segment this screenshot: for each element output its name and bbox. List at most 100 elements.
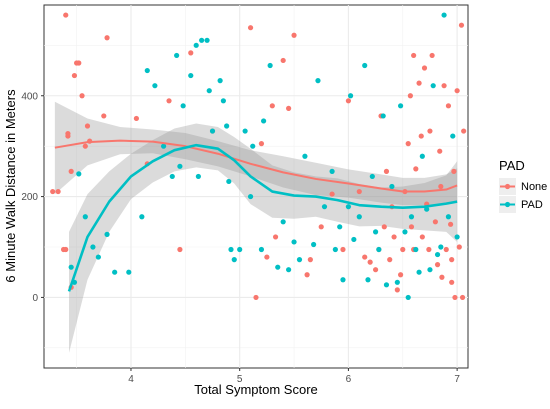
data-point-pad: [206, 88, 212, 94]
data-point-pad: [454, 234, 460, 240]
data-point-pad: [434, 251, 441, 258]
data-point-pad: [224, 123, 230, 129]
data-point-pad: [394, 279, 400, 285]
data-point-none: [104, 35, 110, 41]
data-point-none: [452, 294, 458, 301]
data-point-pad: [345, 204, 352, 210]
data-point-pad: [438, 244, 444, 250]
data-point-pad: [302, 153, 308, 159]
data-point-none: [82, 143, 88, 149]
data-point-pad: [231, 257, 237, 263]
data-point-none: [63, 246, 69, 253]
data-point-pad: [126, 269, 132, 275]
data-point-pad: [416, 269, 422, 275]
data-point-pad: [275, 264, 281, 270]
data-point-pad: [369, 173, 375, 180]
data-point-pad: [177, 163, 183, 169]
data-point-none: [55, 188, 61, 195]
data-point-pad: [397, 103, 404, 109]
x-tick-label: 4: [128, 374, 134, 385]
x-axis-label: Total Symptom Score: [194, 382, 318, 397]
data-point-pad: [204, 37, 210, 43]
data-point-none: [451, 168, 457, 174]
confidence-bands: [54, 101, 458, 353]
data-point-pad: [408, 214, 415, 220]
data-point-none: [76, 60, 82, 66]
data-point-none: [318, 224, 324, 230]
data-point-pad: [169, 173, 175, 180]
data-point-pad: [247, 193, 254, 200]
data-point-pad: [424, 206, 430, 212]
data-point-pad: [195, 173, 201, 180]
smooth-line-none: [54, 139, 458, 193]
data-point-pad: [261, 118, 267, 124]
data-point-pad: [332, 246, 338, 253]
data-point-none: [307, 257, 313, 263]
data-point-none: [408, 224, 415, 230]
legend-key-none-dot: [504, 183, 511, 190]
y-axis-label: 6 Minute Walk Distance in Meters: [3, 89, 18, 283]
data-point-pad: [104, 231, 110, 237]
data-point-pad: [445, 214, 452, 220]
legend: PAD None PAD: [499, 158, 547, 213]
data-point-none: [411, 52, 417, 59]
data-point-none: [421, 65, 428, 71]
legend-title: PAD: [499, 158, 525, 173]
data-point-none: [286, 105, 292, 111]
y-tick-label: 200: [21, 192, 38, 203]
confidence-band-pad: [69, 123, 458, 353]
data-point-none: [264, 254, 270, 260]
data-point-none: [247, 25, 254, 31]
data-point-pad: [242, 128, 248, 134]
data-point-pad: [193, 42, 199, 48]
data-point-none: [387, 257, 393, 263]
confidence-band-none: [54, 101, 458, 206]
data-point-pad: [405, 294, 411, 301]
data-point-none: [397, 272, 404, 278]
data-point-none: [362, 254, 368, 260]
data-point-pad: [226, 178, 232, 185]
legend-label-none: None: [521, 181, 547, 193]
data-point-none: [394, 287, 400, 293]
data-point-none: [383, 168, 390, 174]
data-point-none: [461, 128, 467, 134]
data-point-none: [419, 234, 425, 240]
data-point-none: [63, 12, 69, 18]
data-point-none: [68, 168, 74, 174]
plot-panel: [43, 4, 469, 369]
data-point-none: [280, 57, 286, 64]
data-point-none: [269, 103, 275, 109]
data-point-pad: [217, 78, 223, 84]
data-point-pad: [280, 219, 286, 225]
data-point-pad: [321, 204, 328, 210]
data-point-pad: [441, 12, 447, 18]
data-point-none: [177, 246, 183, 253]
data-point-pad: [419, 153, 425, 159]
data-point-none: [454, 88, 460, 94]
data-point-pad: [430, 83, 436, 89]
data-point-pad: [383, 282, 390, 288]
data-point-none: [258, 141, 265, 147]
legend-label-pad: PAD: [521, 199, 543, 211]
legend-key-pad-dot: [504, 201, 511, 208]
data-point-pad: [372, 229, 379, 235]
data-point-none: [426, 246, 432, 253]
data-point-none: [437, 148, 443, 154]
data-point-none: [391, 234, 397, 240]
data-point-none: [441, 83, 447, 89]
data-point-pad: [365, 277, 371, 283]
data-point-none: [432, 219, 438, 225]
data-point-none: [133, 115, 140, 122]
data-point-pad: [188, 72, 194, 79]
data-point-none: [65, 133, 71, 139]
data-point-pad: [329, 168, 335, 174]
data-point-none: [84, 123, 91, 129]
data-point-none: [188, 50, 194, 56]
data-point-pad: [180, 103, 186, 109]
data-point-pad: [286, 267, 292, 273]
data-point-pad: [220, 98, 226, 104]
smooth-lines: [54, 139, 458, 292]
data-point-none: [405, 141, 411, 147]
data-point-none: [272, 234, 279, 240]
